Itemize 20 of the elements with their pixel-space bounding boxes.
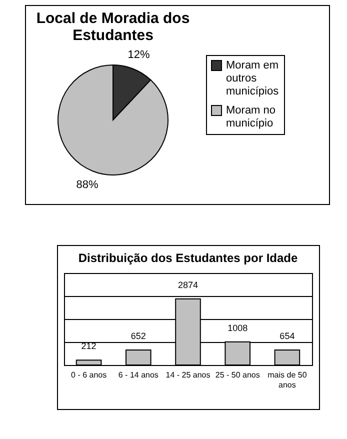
x-tick-label: 0 - 6 anos [71, 370, 107, 380]
x-tick-label: mais de 50 anos [268, 370, 308, 390]
bar [126, 350, 152, 366]
x-tick-label: 6 - 14 anos [118, 370, 158, 380]
chart-title: Local de Moradia dos Estudantes [36, 10, 190, 44]
legend-label: Moram em outros municípios [226, 60, 280, 98]
x-tick-label: 25 - 50 anos [215, 370, 260, 380]
data-label: 1008 [228, 322, 248, 333]
data-label: 654 [280, 330, 295, 341]
data-label: 88% [76, 179, 98, 192]
legend-label: Moram no município [226, 104, 276, 130]
x-tick-label: 14 - 25 anos [166, 370, 210, 380]
data-label: 212 [81, 341, 96, 352]
chart-title: Distribuição dos Estudantes por Idade [78, 251, 298, 265]
data-label: 652 [130, 331, 146, 342]
data-label: 2874 [178, 280, 198, 290]
bar [76, 360, 102, 366]
bar [274, 349, 300, 366]
pie-slice [58, 64, 168, 176]
data-label: 12% [128, 48, 150, 61]
